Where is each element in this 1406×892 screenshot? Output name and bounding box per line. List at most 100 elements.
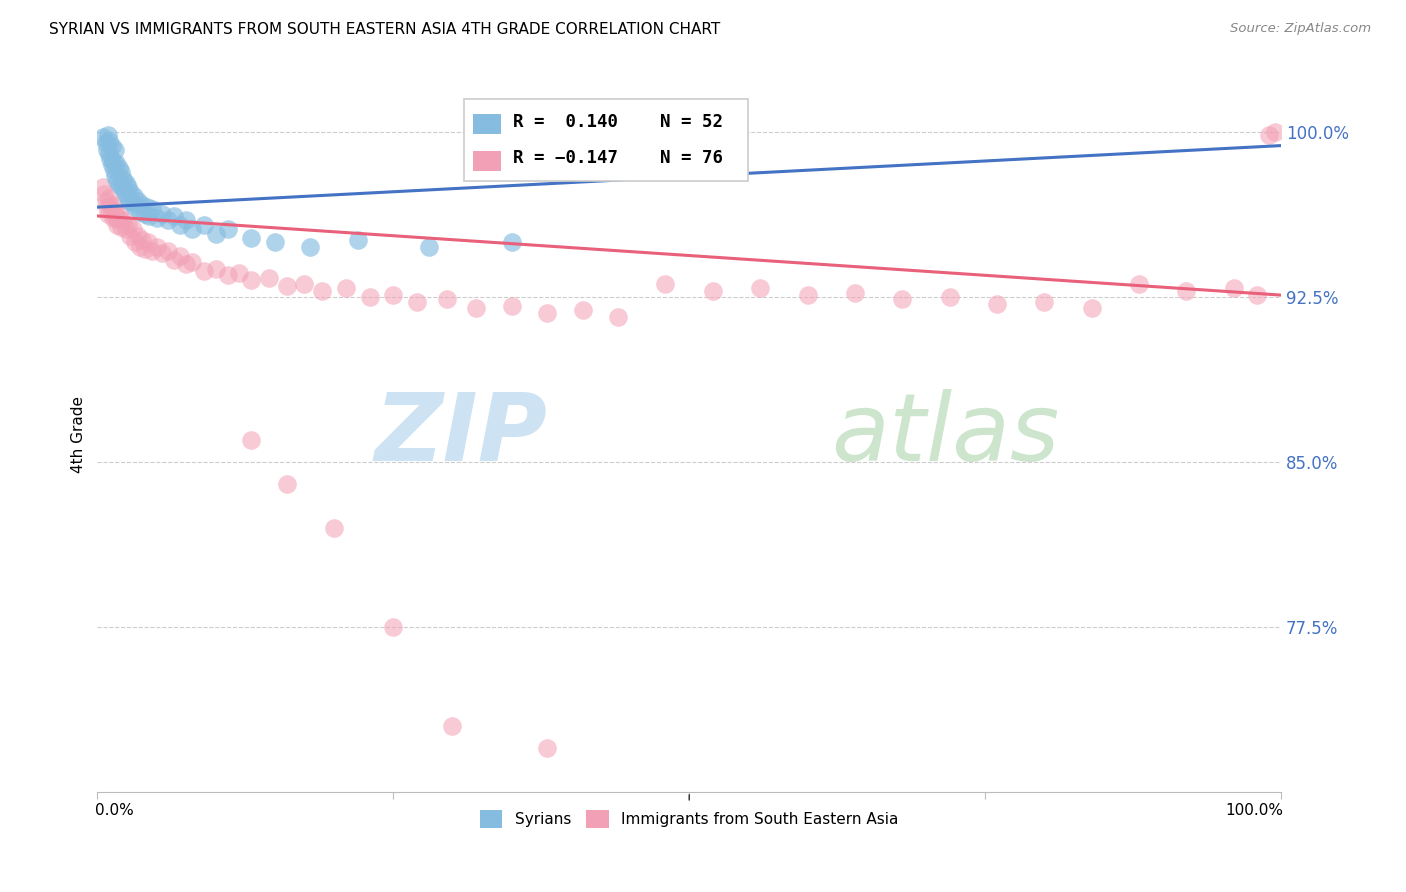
Point — [129, 240, 152, 254]
Point — [174, 257, 197, 271]
Point — [536, 306, 558, 320]
Point — [100, 138, 122, 153]
Point — [145, 240, 167, 254]
Point — [100, 158, 122, 172]
Point — [98, 134, 121, 148]
Point — [111, 180, 134, 194]
Point — [749, 281, 772, 295]
Point — [844, 285, 866, 300]
Point — [501, 235, 523, 250]
Point — [1246, 288, 1268, 302]
Point — [217, 268, 239, 283]
Point — [110, 219, 132, 234]
Point — [104, 169, 127, 184]
Point — [607, 310, 630, 324]
Point — [240, 433, 263, 447]
Point — [98, 147, 121, 161]
Point — [107, 174, 129, 188]
Point — [571, 303, 593, 318]
Text: 100.0%: 100.0% — [1225, 803, 1284, 818]
Point — [98, 152, 121, 166]
Point — [294, 277, 316, 291]
Point — [98, 198, 121, 212]
Point — [138, 209, 160, 223]
Point — [104, 143, 127, 157]
Point — [100, 204, 122, 219]
Point — [1222, 281, 1244, 295]
Point — [127, 228, 149, 243]
Point — [105, 156, 128, 170]
Point — [157, 213, 180, 227]
Point — [131, 233, 153, 247]
Point — [104, 204, 127, 219]
Point — [127, 194, 149, 208]
Point — [129, 204, 152, 219]
Point — [122, 189, 145, 203]
Point — [120, 228, 142, 243]
Point — [418, 240, 440, 254]
Point — [311, 284, 333, 298]
Point — [114, 222, 136, 236]
Point — [118, 194, 141, 208]
Point — [1175, 284, 1198, 298]
Point — [938, 290, 960, 304]
Point — [136, 200, 159, 214]
Point — [101, 211, 124, 226]
Point — [103, 198, 125, 212]
Point — [136, 235, 159, 250]
Point — [204, 227, 226, 241]
Point — [257, 270, 280, 285]
Point — [441, 719, 464, 733]
Point — [152, 246, 174, 260]
Point — [382, 288, 405, 302]
Point — [134, 242, 156, 256]
Point — [163, 209, 186, 223]
Point — [406, 294, 429, 309]
Text: 0.0%: 0.0% — [96, 803, 134, 818]
Point — [891, 293, 914, 307]
Point — [1080, 301, 1102, 316]
Point — [193, 218, 215, 232]
Point — [181, 222, 204, 236]
Point — [654, 277, 676, 291]
Point — [796, 288, 818, 302]
Point — [181, 255, 204, 269]
Point — [335, 281, 357, 295]
Point — [1258, 128, 1281, 142]
Point — [145, 211, 167, 226]
Point — [108, 213, 131, 227]
Point — [105, 211, 128, 226]
Point — [240, 273, 263, 287]
Point — [120, 185, 142, 199]
Point — [114, 185, 136, 199]
Text: atlas: atlas — [831, 389, 1060, 480]
Point — [163, 252, 186, 267]
Point — [193, 264, 215, 278]
Point — [91, 129, 114, 144]
Point — [101, 153, 124, 168]
Point — [124, 235, 146, 250]
Legend: Syrians, Immigrants from South Eastern Asia: Syrians, Immigrants from South Eastern A… — [474, 804, 905, 834]
Point — [346, 233, 368, 247]
Point — [240, 231, 263, 245]
Point — [117, 180, 139, 194]
Point — [117, 218, 139, 232]
Point — [103, 162, 125, 177]
Point — [382, 620, 405, 634]
Point — [124, 200, 146, 214]
Point — [217, 222, 239, 236]
Point — [157, 244, 180, 259]
Point — [174, 213, 197, 227]
Point — [141, 202, 163, 217]
Point — [986, 297, 1008, 311]
Point — [115, 189, 138, 203]
Point — [536, 741, 558, 756]
Point — [107, 207, 129, 221]
Point — [96, 200, 118, 214]
Point — [152, 207, 174, 221]
Point — [97, 207, 120, 221]
Point — [501, 299, 523, 313]
Text: ZIP: ZIP — [374, 389, 547, 481]
Point — [1128, 277, 1150, 291]
Point — [107, 161, 129, 175]
